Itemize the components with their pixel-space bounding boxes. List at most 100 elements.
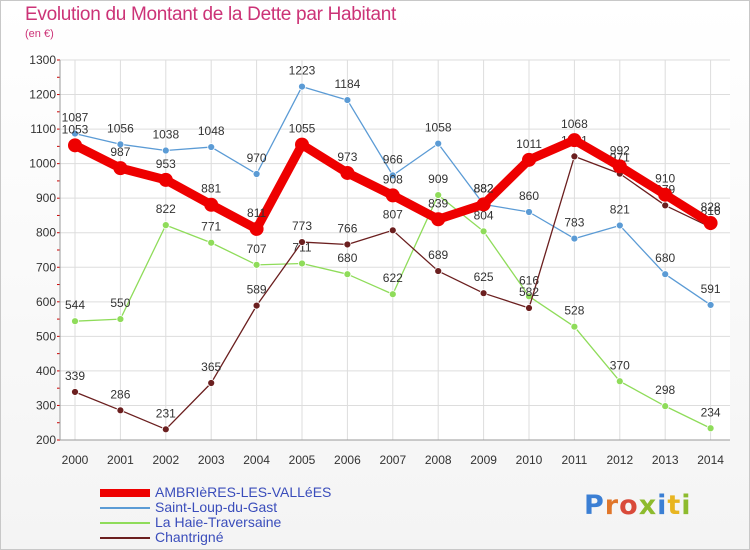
data-point xyxy=(570,322,579,331)
data-point xyxy=(479,289,488,298)
data-label: 908 xyxy=(383,172,403,186)
data-label: 616 xyxy=(519,273,539,287)
data-label: 828 xyxy=(701,200,721,214)
data-point xyxy=(476,197,491,212)
data-point xyxy=(570,234,579,243)
x-tick-label: 2001 xyxy=(107,453,134,467)
data-label: 992 xyxy=(610,143,630,157)
data-point xyxy=(116,140,125,149)
data-point xyxy=(207,238,216,247)
data-point xyxy=(161,146,170,155)
data-label: 970 xyxy=(247,151,267,165)
y-tick-label: 800 xyxy=(36,226,56,240)
data-point xyxy=(661,270,670,279)
y-tick-label: 1100 xyxy=(30,122,56,136)
data-point xyxy=(434,139,443,148)
data-label: 811 xyxy=(247,206,266,220)
data-point xyxy=(388,290,397,299)
y-tick-label: 600 xyxy=(36,295,56,309)
data-point xyxy=(71,129,79,138)
data-point xyxy=(252,301,261,310)
y-tick-label: 1300 xyxy=(29,53,56,67)
x-tick-label: 2009 xyxy=(470,453,497,467)
data-label: 680 xyxy=(337,251,357,265)
data-point xyxy=(703,216,718,231)
data-label: 550 xyxy=(110,296,130,310)
data-point xyxy=(388,226,397,235)
y-tick-label: 300 xyxy=(36,398,56,412)
data-label: 680 xyxy=(655,251,675,265)
logo-letter: i xyxy=(681,490,692,521)
y-tick-label: 1200 xyxy=(29,88,56,102)
x-tick-label: 2003 xyxy=(198,453,225,467)
data-label: 1038 xyxy=(152,128,179,142)
data-point xyxy=(612,159,627,174)
data-label: 544 xyxy=(65,298,85,312)
logo-letter: t xyxy=(667,490,682,521)
x-tick-label: 2013 xyxy=(652,453,679,467)
data-label: 1223 xyxy=(289,64,316,78)
data-label: 1048 xyxy=(198,124,225,138)
data-point xyxy=(71,317,79,326)
data-point xyxy=(343,270,352,279)
data-label: 234 xyxy=(701,405,721,419)
data-point xyxy=(343,96,352,104)
legend-label: Chantrigné xyxy=(155,529,224,545)
data-point xyxy=(567,133,582,148)
data-point xyxy=(431,212,446,227)
x-tick-label: 2004 xyxy=(243,453,270,467)
data-label: 298 xyxy=(655,383,675,397)
data-label: 783 xyxy=(564,216,584,230)
data-point xyxy=(522,152,536,167)
logo-letter: x xyxy=(638,490,658,521)
data-point xyxy=(295,137,309,152)
data-label: 625 xyxy=(474,270,494,284)
line-chart: 200 300 400 500 600 700 800 900 1000 1100 1200 1300… xyxy=(29,53,730,467)
data-label: 966 xyxy=(383,152,403,166)
data-point xyxy=(158,172,173,187)
data-point xyxy=(479,227,488,236)
x-tick-label: 2012 xyxy=(606,453,633,467)
data-point xyxy=(207,143,216,151)
data-point xyxy=(161,425,170,434)
data-label: 1184 xyxy=(334,77,360,91)
data-point xyxy=(706,301,715,309)
data-point xyxy=(706,424,715,433)
x-tick-label: 2002 xyxy=(152,453,179,467)
data-label: 622 xyxy=(383,271,403,285)
data-label: 953 xyxy=(156,157,176,171)
data-label: 822 xyxy=(156,202,176,216)
y-tick-label: 500 xyxy=(36,329,56,343)
chart-title: Evolution du Montant de la Dette par Hab… xyxy=(25,4,396,25)
data-point xyxy=(434,267,443,275)
chart-subtitle: (en €) xyxy=(25,28,54,40)
y-tick-label: 200 xyxy=(36,433,56,447)
legend-swatch xyxy=(100,507,150,509)
data-point xyxy=(113,161,128,176)
data-point xyxy=(525,304,533,312)
data-point xyxy=(343,240,352,249)
data-point xyxy=(71,388,79,396)
data-point xyxy=(615,377,624,386)
y-tick-label: 400 xyxy=(36,364,56,378)
legend-swatch xyxy=(100,522,150,524)
data-point xyxy=(116,315,125,323)
data-point xyxy=(615,221,624,230)
data-label: 707 xyxy=(247,242,267,256)
logo-letter: i xyxy=(657,490,668,521)
data-point xyxy=(298,238,306,246)
legend-label: Saint-Loup-du-Gast xyxy=(155,499,278,515)
data-point xyxy=(298,259,306,268)
data-label: 1068 xyxy=(561,117,588,131)
data-label: 589 xyxy=(247,283,267,297)
y-tick-label: 1000 xyxy=(29,157,56,171)
data-label: 591 xyxy=(701,282,721,296)
data-label: 804 xyxy=(474,208,494,222)
plot-area xyxy=(60,60,730,440)
data-label: 1087 xyxy=(62,111,89,125)
data-point xyxy=(252,260,261,269)
data-label: 821 xyxy=(610,202,630,216)
data-label: 231 xyxy=(156,406,176,420)
data-point xyxy=(434,191,443,199)
x-tick-label: 2014 xyxy=(697,453,724,467)
